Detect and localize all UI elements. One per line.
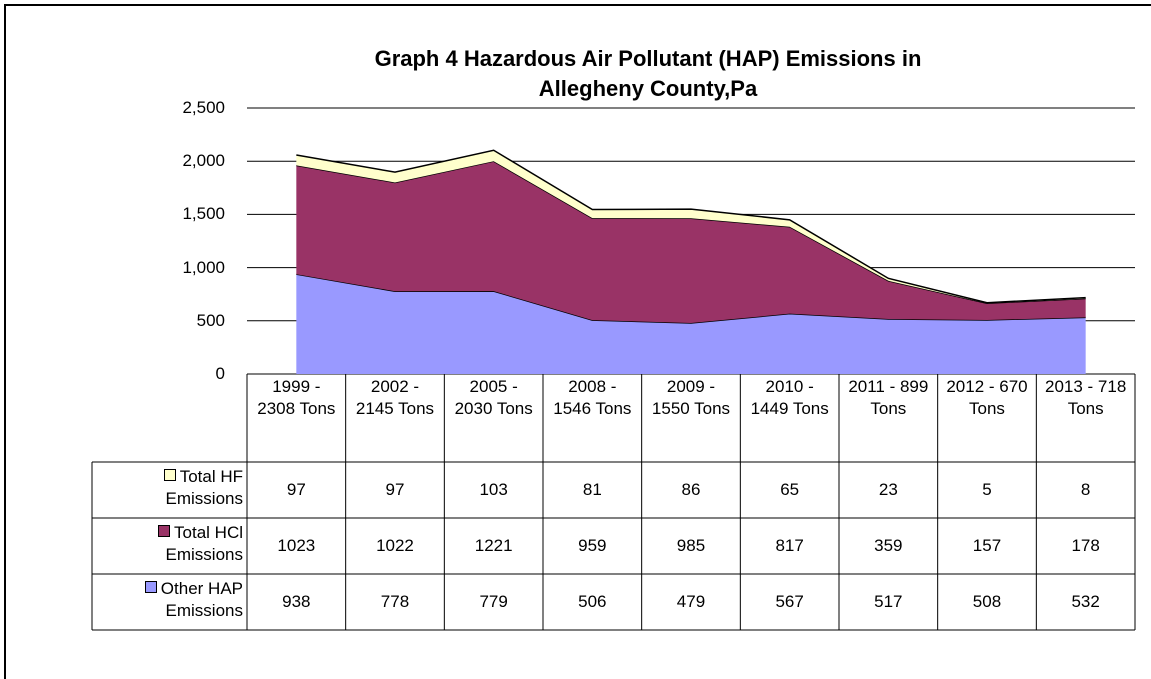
table-value: 1023 [277, 536, 316, 555]
area [296, 161, 1086, 324]
legend-swatch [144, 581, 157, 593]
table-value: 479 [676, 592, 706, 611]
legend-swatch [163, 469, 176, 481]
y-tick-label: 2,500 [182, 98, 225, 117]
legend-swatch [158, 525, 171, 537]
table-value: 985 [676, 536, 706, 555]
x-tick-label: 2002 - 2145 Tons [355, 377, 435, 418]
table-value: 959 [578, 536, 607, 555]
legend-label: Total HF Emissions [165, 467, 243, 508]
x-tick-label: 2013 - 718 Tons [1045, 377, 1127, 418]
legend-entry: Other HAP Emissions [94, 578, 243, 622]
table-value: 359 [874, 536, 903, 555]
table-value: 81 [582, 480, 602, 499]
table-value: 97 [286, 480, 306, 499]
table-value: 157 [972, 536, 1002, 555]
table-value: 97 [385, 480, 405, 499]
x-tick-label: 2009 - 1550 Tons [651, 377, 731, 418]
legend-label: Total HCl Emissions [165, 523, 243, 564]
table-value: 5 [982, 480, 992, 499]
table-value: 508 [972, 592, 1002, 611]
area [296, 274, 1086, 374]
area-edge [296, 149, 1086, 304]
x-tick-label: 2012 - 670 Tons [946, 377, 1028, 418]
legend-entry: Total HF Emissions [94, 466, 243, 510]
y-tick-label: 1,000 [182, 257, 225, 277]
table-value: 517 [874, 592, 903, 611]
x-tick-label: 2011 - 899 Tons [848, 377, 929, 418]
table-value: 23 [878, 480, 898, 499]
table-value: 779 [479, 592, 508, 611]
y-tick-label: 500 [196, 310, 225, 330]
table-value: 938 [282, 592, 311, 611]
chart-title: Graph 4 Hazardous Air Pollutant (HAP) Em… [374, 46, 922, 101]
table-value: 778 [380, 592, 410, 611]
table-value: 178 [1071, 536, 1100, 555]
legend-entry: Total HCl Emissions [94, 522, 243, 566]
table-value: 86 [681, 480, 701, 499]
table-value: 817 [775, 536, 804, 555]
legend-label: Other HAP Emissions [160, 579, 243, 620]
table-value: 532 [1071, 592, 1100, 611]
x-tick-label: 2010 - 1449 Tons [750, 377, 829, 418]
table-value: 103 [479, 480, 508, 499]
table-value: 567 [775, 592, 804, 611]
y-tick-label: 0 [215, 364, 225, 383]
x-tick-label: 1999 - 2308 Tons [257, 377, 336, 418]
table-value: 65 [780, 480, 800, 499]
y-tick-label: 1,500 [182, 204, 225, 224]
y-tick-label: 2,000 [182, 151, 225, 171]
table-value: 8 [1080, 480, 1091, 499]
table-value: 1022 [376, 536, 414, 555]
table-value: 1221 [474, 536, 513, 555]
x-tick-label: 2005 - 2030 Tons [454, 377, 533, 418]
x-tick-label: 2008 - 1546 Tons [553, 377, 632, 418]
table-value: 506 [578, 592, 607, 611]
